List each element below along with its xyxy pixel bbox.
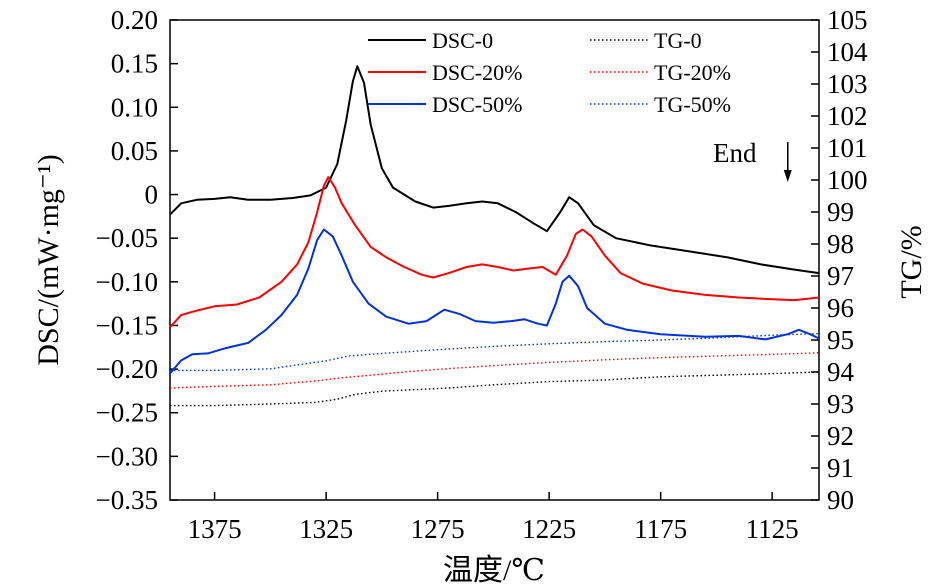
- legend-label: TG-20%: [654, 60, 731, 85]
- y-left-tick-label: 0.15: [111, 49, 158, 79]
- y-left-tick-label: −0.10: [96, 267, 158, 297]
- y-right-tick-label: 103: [827, 69, 868, 99]
- y-right-tick-label: 92: [827, 421, 854, 451]
- x-tick-label: 1225: [522, 514, 576, 544]
- end-annotation-text: End: [713, 138, 757, 168]
- legend-label: DSC-20%: [432, 60, 522, 85]
- y-right-tick-label: 94: [827, 357, 855, 387]
- y-right-tick-label: 93: [827, 389, 854, 419]
- legend: DSC-0 TG-0 DSC-20% TG-20% DSC-50% TG-50%: [368, 28, 731, 117]
- x-tick-label: 1125: [746, 514, 799, 544]
- series-line-tg-50pct: [170, 332, 820, 372]
- series-layer: [169, 65, 820, 407]
- y-left-tick-label: −0.20: [96, 354, 158, 384]
- x-tick-label: 1175: [634, 514, 687, 544]
- y-right-axis-label: TG/%: [895, 225, 928, 298]
- y-left-tick-label: 0.05: [111, 136, 158, 166]
- series-line-tg-0: [170, 371, 820, 407]
- y-left-tick-label: −0.15: [96, 310, 158, 340]
- y-right-tick-label: 99: [827, 197, 854, 227]
- y-right-tick-label: 100: [827, 165, 868, 195]
- legend-label: TG-50%: [654, 92, 731, 117]
- y-right-tick-label: 96: [827, 293, 854, 323]
- y-left-tick-labels: −0.35 −0.30 −0.25 −0.20 −0.15 −0.10 −0.05 0 0.05…: [96, 5, 158, 515]
- x-axis-label: 温度/℃: [443, 554, 545, 587]
- x-tick-label: 1275: [411, 514, 465, 544]
- y-left-tick-label: −0.35: [96, 485, 158, 515]
- y-right-tick-label: 104: [827, 37, 868, 67]
- legend-label: DSC-50%: [432, 92, 522, 117]
- y-left-tick-label: 0.20: [111, 5, 158, 35]
- y-right-tick-label: 98: [827, 229, 854, 259]
- series-line-dsc-50pct: [169, 228, 820, 375]
- series-line-dsc-0: [169, 65, 820, 275]
- y-right-tick-label: 102: [827, 101, 868, 131]
- y-left-tick-label: 0: [145, 180, 159, 210]
- y-right-tick-label: 95: [827, 325, 854, 355]
- y-left-tick-label: −0.30: [96, 441, 158, 471]
- end-arrow-head: [783, 170, 792, 182]
- y-left-tick-label: 0.10: [111, 92, 158, 122]
- y-right-tick-label: 91: [827, 453, 854, 483]
- end-annotation: End: [713, 138, 792, 182]
- y-right-tick-label: 90: [827, 485, 854, 515]
- y-left-axis-label: DSC/(mW·mg⁻¹): [32, 154, 65, 365]
- x-tick-label: 1325: [299, 514, 353, 544]
- y-right-tick-label: 101: [827, 133, 868, 163]
- plot-frame: [169, 19, 820, 501]
- y-left-tick-label: −0.05: [96, 223, 158, 253]
- x-tick-label: 1375: [188, 514, 242, 544]
- series-line-tg-20pct: [169, 352, 820, 389]
- legend-label: TG-0: [654, 28, 702, 53]
- x-tick-labels: 1375 1325 1275 1225 1175 1125: [188, 514, 799, 544]
- y-left-tick-label: −0.25: [96, 398, 158, 428]
- y-right-tick-label: 97: [827, 261, 854, 291]
- legend-label: DSC-0: [432, 28, 493, 53]
- tick-marks: [170, 19, 819, 501]
- y-right-tick-label: 105: [827, 5, 868, 35]
- series-line-dsc-20pct: [169, 176, 820, 328]
